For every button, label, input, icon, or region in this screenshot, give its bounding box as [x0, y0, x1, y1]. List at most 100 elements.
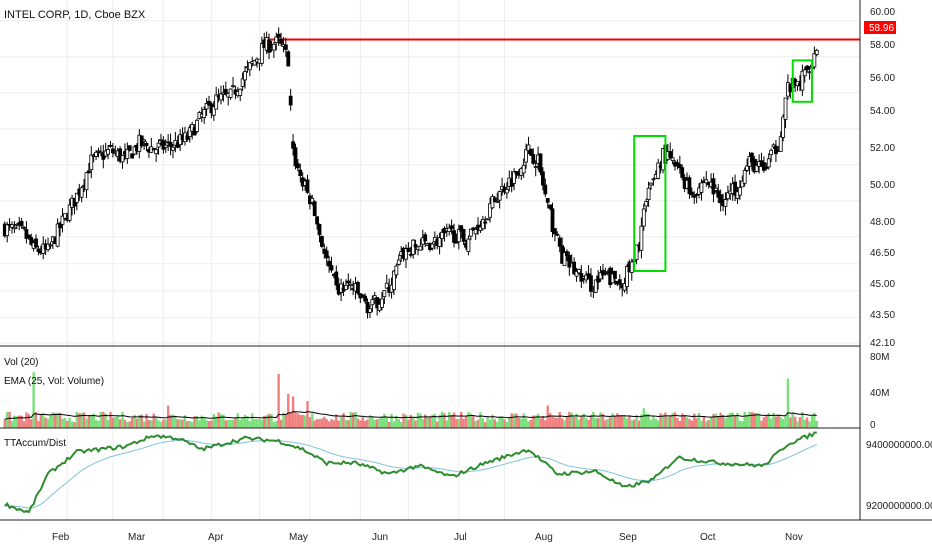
- volume-bar[interactable]: [8, 411, 11, 428]
- volume-bar[interactable]: [279, 419, 283, 428]
- volume-bar[interactable]: [664, 412, 667, 428]
- volume-bar[interactable]: [51, 412, 55, 428]
- volume-bar[interactable]: [529, 419, 533, 428]
- candle[interactable]: [267, 39, 271, 53]
- candle[interactable]: [454, 241, 459, 244]
- volume-bar[interactable]: [570, 412, 573, 428]
- volume-bar[interactable]: [736, 412, 739, 428]
- candle[interactable]: [440, 231, 444, 239]
- volume-bar[interactable]: [688, 418, 691, 428]
- volume-bar[interactable]: [508, 417, 511, 428]
- candle[interactable]: [514, 171, 519, 175]
- candle[interactable]: [656, 162, 661, 179]
- candle[interactable]: [694, 193, 699, 196]
- candle[interactable]: [175, 142, 180, 148]
- volume-bar[interactable]: [476, 419, 480, 428]
- volume-bar[interactable]: [587, 420, 590, 428]
- candle[interactable]: [293, 147, 298, 167]
- volume-bar[interactable]: [181, 419, 184, 428]
- volume-bar[interactable]: [630, 420, 633, 428]
- volume-bar[interactable]: [618, 415, 621, 428]
- volume-bar[interactable]: [157, 420, 160, 428]
- volume-bar[interactable]: [493, 419, 497, 428]
- volume-bar[interactable]: [652, 416, 655, 428]
- candle[interactable]: [634, 244, 639, 261]
- volume-bar[interactable]: [243, 414, 247, 428]
- volume-bar[interactable]: [162, 419, 165, 428]
- volume-bar[interactable]: [580, 415, 583, 428]
- candle[interactable]: [106, 148, 111, 155]
- candle[interactable]: [55, 223, 60, 247]
- candle[interactable]: [204, 103, 209, 110]
- volume-bar[interactable]: [755, 412, 758, 428]
- candle[interactable]: [29, 237, 34, 245]
- volume-bar[interactable]: [236, 413, 240, 428]
- volume-bar[interactable]: [263, 415, 266, 428]
- volume-bar[interactable]: [428, 416, 432, 428]
- highlight-box[interactable]: [633, 135, 667, 272]
- volume-bar[interactable]: [481, 418, 485, 428]
- volume-bar[interactable]: [198, 420, 201, 428]
- volume-bar[interactable]: [685, 417, 689, 428]
- volume-bar[interactable]: [188, 420, 191, 428]
- candle[interactable]: [46, 243, 50, 251]
- volume-bar[interactable]: [193, 416, 196, 428]
- candle[interactable]: [601, 270, 605, 276]
- volume-bar[interactable]: [803, 419, 806, 428]
- volume-bar[interactable]: [469, 413, 473, 428]
- volume-bar[interactable]: [174, 415, 177, 428]
- candle[interactable]: [716, 190, 721, 198]
- candle[interactable]: [677, 164, 682, 169]
- volume-bar[interactable]: [145, 413, 148, 428]
- volume-bar[interactable]: [462, 418, 465, 428]
- candle[interactable]: [814, 49, 819, 55]
- volume-bar[interactable]: [440, 411, 444, 428]
- volume-bar[interactable]: [42, 413, 45, 428]
- volume-bar[interactable]: [491, 414, 494, 428]
- candle[interactable]: [778, 136, 783, 152]
- volume-bar[interactable]: [75, 411, 79, 428]
- candle[interactable]: [382, 290, 387, 298]
- candle[interactable]: [231, 85, 235, 88]
- candle[interactable]: [187, 127, 192, 138]
- volume-bar[interactable]: [361, 417, 364, 428]
- volume-bar[interactable]: [486, 416, 489, 428]
- volume-bar[interactable]: [354, 411, 357, 428]
- volume-bar[interactable]: [577, 419, 581, 428]
- candle[interactable]: [651, 178, 656, 181]
- candle[interactable]: [704, 179, 709, 184]
- candle[interactable]: [365, 301, 370, 314]
- candle[interactable]: [565, 251, 569, 257]
- volume-bar[interactable]: [505, 421, 509, 428]
- volume-bar[interactable]: [73, 422, 76, 428]
- candle[interactable]: [550, 208, 555, 233]
- volume-bar[interactable]: [409, 414, 412, 428]
- volume-bar[interactable]: [805, 417, 809, 428]
- candle[interactable]: [680, 167, 685, 178]
- candle[interactable]: [711, 178, 716, 195]
- volume-bar[interactable]: [22, 421, 26, 428]
- volume-bar[interactable]: [61, 418, 64, 428]
- candle[interactable]: [247, 62, 252, 71]
- volume-bar[interactable]: [575, 413, 578, 428]
- volume-bar[interactable]: [717, 416, 720, 428]
- volume-bar[interactable]: [210, 420, 213, 428]
- candle[interactable]: [473, 228, 478, 235]
- candle[interactable]: [629, 261, 634, 273]
- candle[interactable]: [10, 224, 14, 228]
- candle[interactable]: [749, 152, 754, 163]
- volume-bar[interactable]: [138, 414, 141, 428]
- volume-bar[interactable]: [527, 421, 530, 428]
- volume-bar[interactable]: [39, 414, 43, 428]
- candle[interactable]: [108, 144, 113, 147]
- volume-bar[interactable]: [248, 421, 252, 428]
- volume-bar[interactable]: [306, 401, 309, 428]
- volume-bar[interactable]: [15, 416, 19, 428]
- volume-bar[interactable]: [411, 417, 415, 428]
- volume-bar[interactable]: [452, 412, 456, 428]
- candle[interactable]: [456, 229, 461, 243]
- candle[interactable]: [483, 221, 488, 224]
- volume-bar[interactable]: [109, 411, 112, 428]
- volume-bar[interactable]: [106, 420, 110, 428]
- volume-bar[interactable]: [606, 418, 609, 428]
